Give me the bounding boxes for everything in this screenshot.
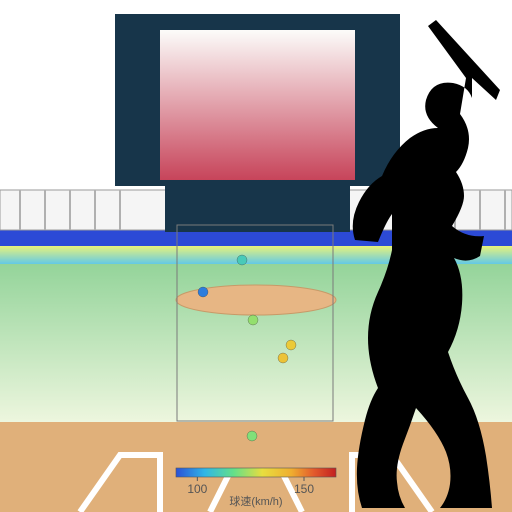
scoreboard-screen xyxy=(160,30,355,180)
pitch-point-5 xyxy=(247,431,257,441)
legend-tick-label: 100 xyxy=(187,482,207,496)
pitch-point-4 xyxy=(278,353,288,363)
pitch-point-0 xyxy=(237,255,247,265)
legend-colorbar xyxy=(176,468,336,477)
pitch-point-2 xyxy=(248,315,258,325)
legend-title: 球速(km/h) xyxy=(229,494,282,508)
legend-tick-label: 150 xyxy=(294,482,314,496)
pitch-point-1 xyxy=(198,287,208,297)
pitch-point-3 xyxy=(286,340,296,350)
